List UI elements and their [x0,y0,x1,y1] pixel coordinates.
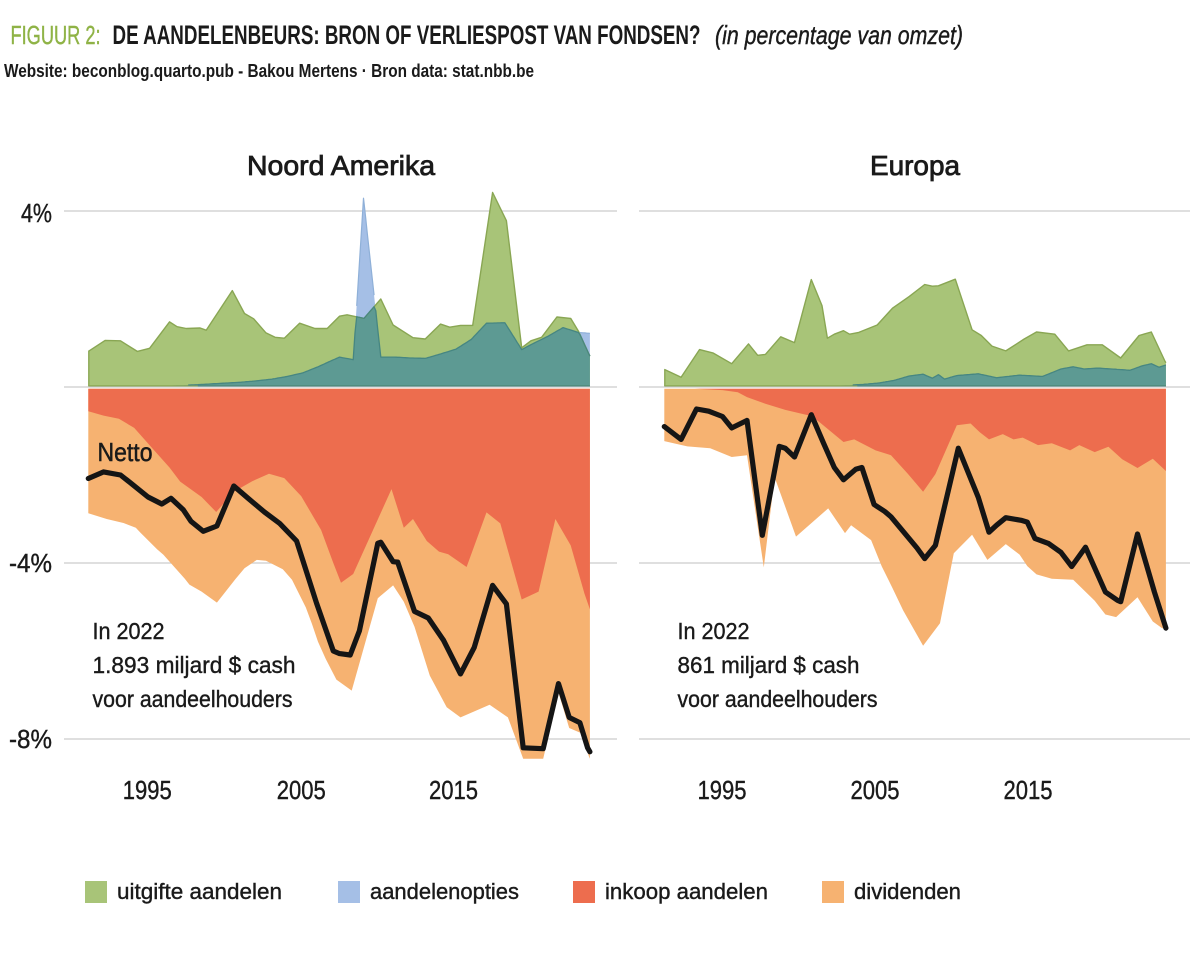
svg-text:1995: 1995 [698,775,747,805]
svg-text:(in percentage van omzet): (in percentage van omzet) [715,20,963,50]
svg-text:2005: 2005 [851,775,900,805]
svg-text:861 miljard $ cash: 861 miljard $ cash [678,652,860,678]
svg-text:dividenden: dividenden [854,879,961,904]
svg-text:Noord Amerika: Noord Amerika [247,150,435,181]
svg-text:inkoop aandelen: inkoop aandelen [605,879,768,904]
svg-text:-4%: -4% [9,548,52,578]
svg-text:2015: 2015 [429,775,478,805]
svg-text:FIGUUR 2:: FIGUUR 2: [11,22,101,50]
svg-text:DE AANDELENBEURS: BRON OF VERL: DE AANDELENBEURS: BRON OF VERLIESPOST VA… [113,20,701,50]
svg-text:4%: 4% [21,198,52,228]
svg-text:voor aandeelhouders: voor aandeelhouders [93,686,293,712]
svg-text:2015: 2015 [1004,775,1053,805]
svg-text:uitgifte aandelen: uitgifte aandelen [117,879,282,904]
svg-text:Website: beconblog.quarto.pub: Website: beconblog.quarto.pub - Bakou Me… [4,61,534,81]
svg-text:1995: 1995 [123,775,172,805]
svg-text:voor aandeelhouders: voor aandeelhouders [678,686,878,712]
svg-text:2005: 2005 [277,775,326,805]
svg-text:Netto: Netto [98,437,153,467]
svg-text:Europa: Europa [870,150,960,181]
svg-text:In 2022: In 2022 [678,618,750,644]
svg-text:In 2022: In 2022 [93,618,165,644]
svg-text:-8%: -8% [9,724,52,754]
svg-text:1.893 miljard $ cash: 1.893 miljard $ cash [93,652,296,678]
svg-text:aandelenopties: aandelenopties [370,879,519,904]
